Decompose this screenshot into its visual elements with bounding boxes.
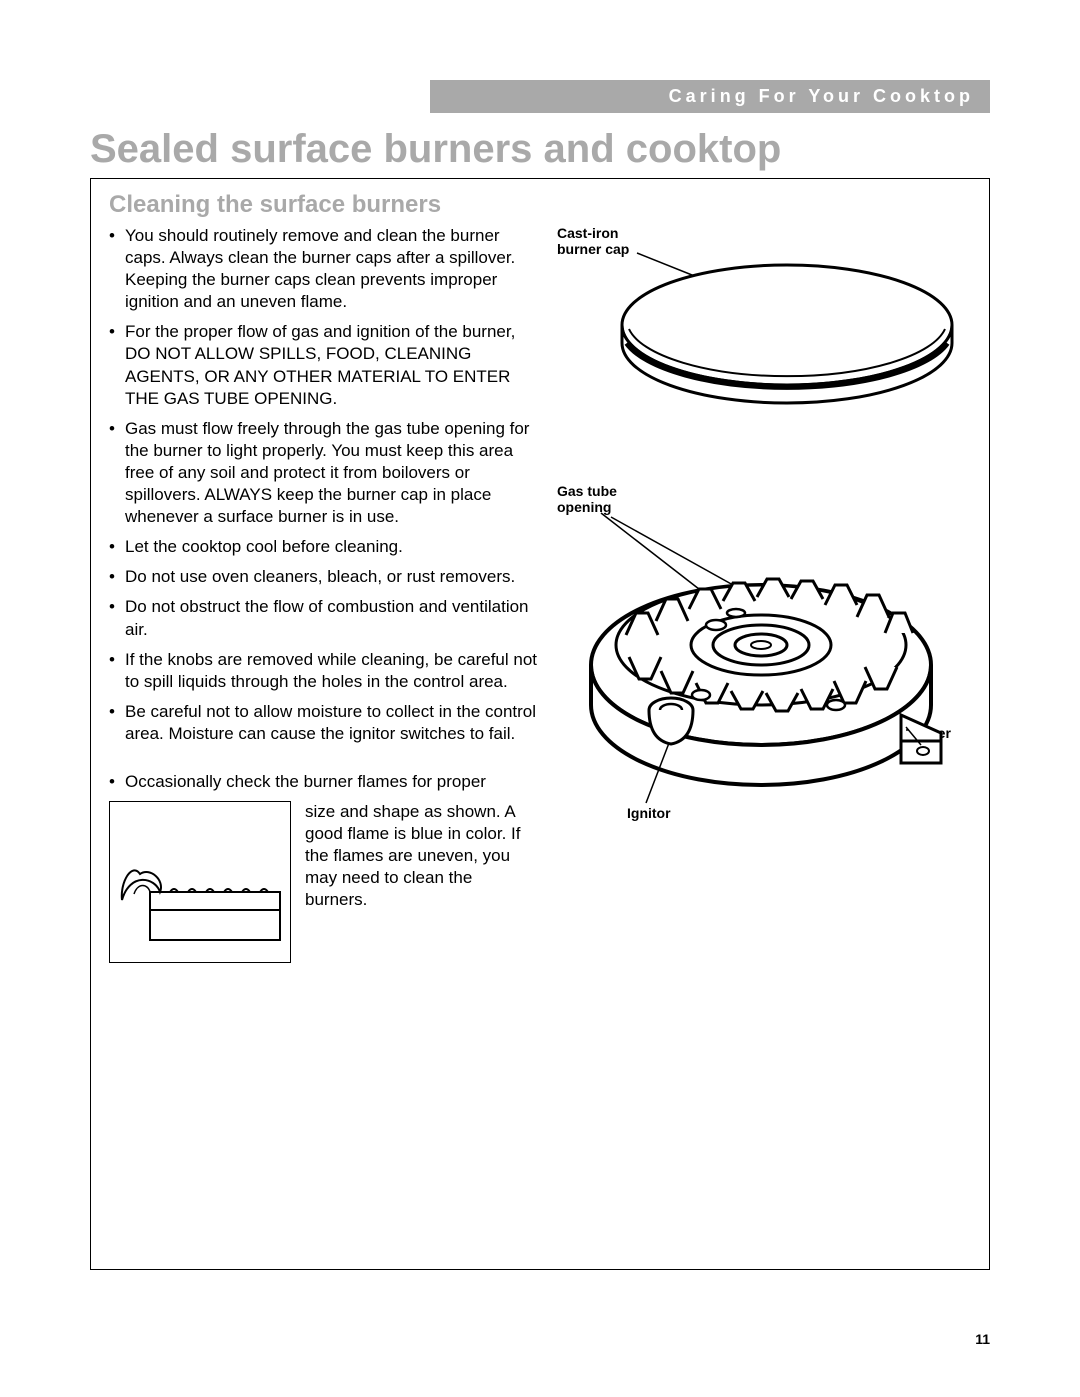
flame-diagram [109, 801, 291, 963]
page-number: 11 [975, 1331, 990, 1347]
flame-check-row: size and shape as shown. A good flame is… [109, 801, 539, 963]
bullet-list: You should routinely remove and clean th… [109, 225, 539, 745]
diagram-column: Cast-iron burner cap Gas tube opening Ig… [557, 225, 971, 865]
list-item: Occasionally check the burner flames for… [109, 771, 539, 793]
burner-cap-diagram [567, 225, 967, 445]
flame-check-text: size and shape as shown. A good flame is… [305, 801, 539, 911]
two-column-layout: You should routinely remove and clean th… [109, 225, 971, 963]
burner-base-diagram [551, 495, 971, 865]
list-item: For the proper flow of gas and ignition … [109, 321, 539, 409]
text-column: You should routinely remove and clean th… [109, 225, 539, 963]
manual-page: Caring For Your Cooktop Sealed surface b… [0, 0, 1080, 1397]
list-item: Do not obstruct the flow of combustion a… [109, 596, 539, 640]
flame-check-lead: Occasionally check the burner flames for… [109, 771, 539, 793]
flame-svg [110, 802, 290, 962]
list-item: If the knobs are removed while cleaning,… [109, 649, 539, 693]
page-title: Sealed surface burners and cooktop [90, 127, 990, 172]
list-item: Gas must flow freely through the gas tub… [109, 418, 539, 528]
list-item: Be careful not to allow moisture to coll… [109, 701, 539, 745]
list-item: Do not use oven cleaners, bleach, or rus… [109, 566, 539, 588]
list-item: You should routinely remove and clean th… [109, 225, 539, 313]
list-item: Let the cooktop cool before cleaning. [109, 536, 539, 558]
content-frame: Cleaning the surface burners You should … [90, 178, 990, 1270]
subheading: Cleaning the surface burners [109, 191, 971, 219]
section-header-bar: Caring For Your Cooktop [430, 80, 990, 113]
